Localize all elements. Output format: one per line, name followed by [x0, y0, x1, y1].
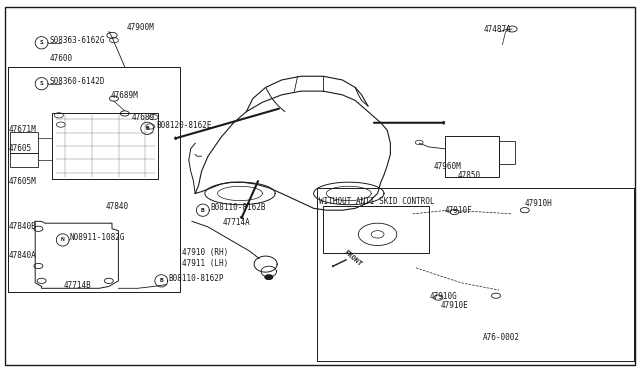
Text: 47910H: 47910H: [525, 199, 552, 208]
Bar: [499, 141, 515, 164]
Text: 47910G: 47910G: [430, 292, 458, 301]
Text: 47840A: 47840A: [8, 251, 36, 260]
Text: 47671M: 47671M: [8, 125, 36, 134]
Circle shape: [265, 275, 273, 279]
Text: 47960M: 47960M: [434, 162, 461, 171]
Text: N08911-1082G: N08911-1082G: [69, 233, 125, 242]
Text: 47900M: 47900M: [127, 23, 154, 32]
Text: 47487A: 47487A: [483, 25, 511, 33]
Text: 47714A: 47714A: [223, 218, 250, 227]
Text: 47910F: 47910F: [445, 206, 472, 215]
Text: B08110-8162B: B08110-8162B: [210, 203, 266, 212]
Bar: [445, 136, 499, 177]
Text: 47911 (LH): 47911 (LH): [182, 259, 228, 268]
Text: 47605M: 47605M: [8, 177, 36, 186]
Bar: [317, 188, 634, 361]
Text: S: S: [40, 81, 44, 86]
Bar: [323, 206, 429, 253]
Text: B08120-8162E: B08120-8162E: [157, 121, 212, 130]
Text: WITHOUT ANTI SKID CONTROL: WITHOUT ANTI SKID CONTROL: [319, 197, 435, 206]
Text: B: B: [201, 208, 205, 213]
Text: B: B: [159, 278, 163, 283]
Bar: [8, 67, 180, 292]
Text: B08110-8162P: B08110-8162P: [168, 274, 224, 283]
Text: 47840: 47840: [106, 202, 129, 211]
Text: FRONT: FRONT: [342, 249, 362, 267]
Text: S: S: [40, 40, 44, 45]
Text: 47840B: 47840B: [8, 222, 36, 231]
Bar: [52, 113, 158, 179]
Text: A76-0002: A76-0002: [483, 333, 520, 342]
Bar: [10, 132, 38, 153]
Text: 47689: 47689: [131, 113, 154, 122]
Text: 47605: 47605: [8, 144, 31, 153]
Text: B: B: [145, 126, 149, 131]
Text: 47689M: 47689M: [111, 92, 138, 100]
Text: S08363-6162G: S08363-6162G: [50, 36, 106, 45]
Bar: [10, 153, 38, 167]
Text: 47600: 47600: [50, 54, 73, 63]
Text: N: N: [61, 237, 65, 243]
Text: 47910 (RH): 47910 (RH): [182, 248, 228, 257]
Text: 47714B: 47714B: [64, 281, 92, 290]
Text: S08360-6142D: S08360-6142D: [50, 77, 106, 86]
Text: 47850: 47850: [458, 171, 481, 180]
Text: 47910E: 47910E: [440, 301, 468, 310]
